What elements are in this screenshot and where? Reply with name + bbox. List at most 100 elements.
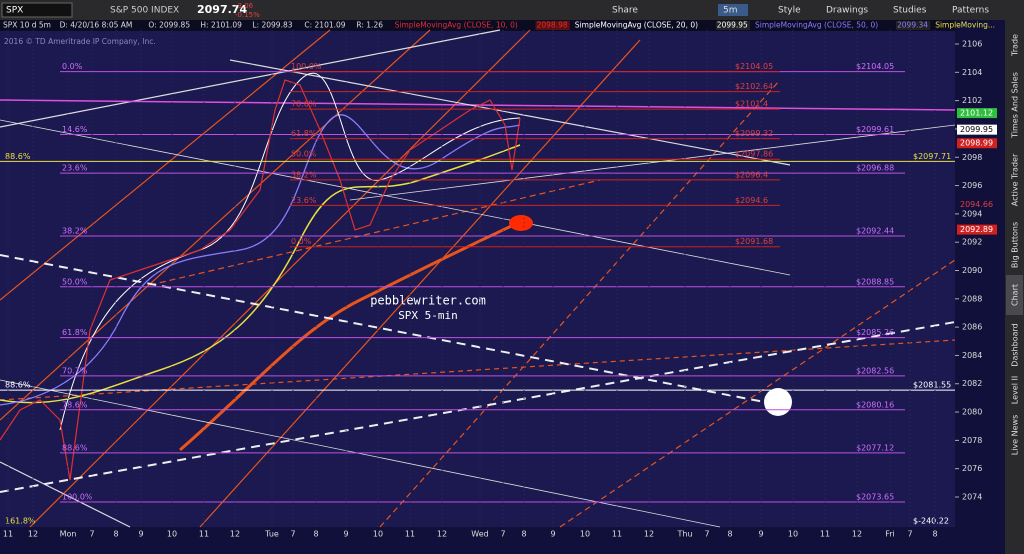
- price-tick-label: 2098: [962, 153, 982, 162]
- fib-price: $2094.6: [735, 196, 768, 205]
- fib-price: $2092.44: [856, 226, 894, 235]
- trendlines: [0, 29, 956, 528]
- time-tick-label: 12: [644, 530, 654, 539]
- side-tab[interactable]: Live News: [1011, 415, 1020, 456]
- toolbar-button[interactable]: Patterns: [952, 6, 989, 16]
- time-tick-label: 8: [521, 530, 526, 539]
- fib-pct: 100.0%: [62, 492, 93, 501]
- watermark: pebblewriter.com: [370, 294, 486, 308]
- fib-price: $2080.16: [856, 400, 894, 409]
- fib-price: $2091.68: [735, 237, 773, 246]
- side-tab[interactable]: Trade: [1011, 34, 1020, 57]
- fib-pct: 50.0%: [291, 150, 317, 159]
- fib-pct: 161.8%: [5, 517, 36, 526]
- price-tag: [957, 124, 997, 135]
- study-value: 2099.34: [897, 21, 928, 30]
- study-name: SimpleMovingAvg (CLOSE, 50, 0): [755, 21, 878, 30]
- fib-pct: 0.0%: [291, 237, 312, 246]
- time-tick-label: 8: [313, 530, 318, 539]
- fib-pct: 78.6%: [291, 100, 317, 109]
- fib-price: $2081.55: [913, 381, 951, 390]
- time-tick-label: 7: [89, 530, 94, 539]
- fib-price: $2101.4: [735, 100, 768, 109]
- fib-price: $2104.05: [856, 62, 894, 71]
- time-tick-label: 12: [230, 530, 240, 539]
- time-tick-label: 12: [852, 530, 862, 539]
- price-tag: [957, 224, 997, 235]
- fib-price: $2097.86: [735, 150, 773, 159]
- time-tick-label: 10: [580, 530, 590, 539]
- last-price: 2097.74: [197, 3, 247, 16]
- toolbar: [0, 0, 1024, 20]
- price-tick-label: 2088: [962, 294, 982, 303]
- fib-price: $2096.4: [735, 170, 768, 179]
- fib-price: $2077.12: [856, 443, 894, 452]
- side-tab[interactable]: Times And Sales: [1011, 72, 1020, 139]
- fib-pct: 70.7%: [62, 366, 88, 375]
- time-tick-label: Thu: [676, 530, 692, 539]
- side-tab[interactable]: Level II: [1011, 376, 1020, 404]
- copyright: 2016 © TD Ameritrade IP Company, Inc.: [4, 37, 156, 46]
- time-tick-label: 9: [550, 530, 555, 539]
- time-tick-label: 9: [138, 530, 143, 539]
- price-tick-label: 2104: [962, 68, 982, 77]
- price-tick-label: 2078: [962, 436, 982, 445]
- time-axis-bg: [0, 527, 955, 554]
- price-tick-label: 2074: [962, 492, 982, 501]
- info-item: H: 2101.09: [200, 21, 242, 30]
- side-tab[interactable]: Dashboard: [1011, 323, 1020, 366]
- study-name: SimpleMovingAvg (CLOSE, 10, 0): [395, 21, 518, 30]
- time-tick-label: 8: [932, 530, 937, 539]
- time-tick-label: 10: [788, 530, 798, 539]
- watermark: SPX 5-min: [398, 309, 458, 322]
- timeframe-box[interactable]: [718, 4, 748, 16]
- symbol-box[interactable]: [1, 2, 73, 18]
- time-tick-label: 11: [820, 530, 830, 539]
- price-tag: [957, 138, 997, 149]
- toolbar-button[interactable]: 5m: [723, 6, 738, 16]
- price-tag-label: 2092.89: [960, 225, 993, 234]
- fib-pct: 88.6%: [5, 152, 31, 161]
- time-tick-label: 9: [343, 530, 348, 539]
- fib-price: $2082.56: [856, 366, 894, 375]
- price-note: 2094.66: [960, 200, 993, 209]
- symbol[interactable]: SPX: [6, 6, 23, 16]
- time-tick-label: 8: [113, 530, 118, 539]
- time-tick-label: 10: [373, 530, 383, 539]
- info-item: D: 4/20/16 8:05 AM: [60, 21, 133, 30]
- fib-pct: 0.0%: [62, 62, 83, 71]
- time-tick-label: 7: [290, 530, 295, 539]
- side-tab-active[interactable]: [1006, 275, 1023, 315]
- price-tag-label: 2099.95: [960, 125, 993, 134]
- price-tick-label: 2094: [962, 209, 982, 218]
- fib-pct: 61.8%: [62, 328, 88, 337]
- price-tag: [957, 108, 997, 119]
- info-item: SPX 10 d 5m: [3, 21, 51, 30]
- time-tick-label: 7: [704, 530, 709, 539]
- side-tab[interactable]: Big Buttons: [1011, 222, 1020, 268]
- time-tick-label: 8: [727, 530, 732, 539]
- toolbar-button[interactable]: Style: [778, 6, 801, 16]
- fib-price: $2073.65: [856, 492, 894, 501]
- side-tab[interactable]: Active Trader: [1011, 153, 1020, 206]
- fib-price: $-240.22: [913, 517, 949, 526]
- fib-price: $2085.26: [856, 328, 894, 337]
- price-tick-label: 2090: [962, 266, 982, 275]
- time-tick-label: Wed: [471, 530, 488, 539]
- toolbar-button[interactable]: Drawings: [826, 6, 868, 16]
- price-tick-label: 2086: [962, 323, 982, 332]
- fib-price: $2104.05: [735, 62, 773, 71]
- study-value: 2099.95: [717, 21, 748, 30]
- time-tick-label: 7: [907, 530, 912, 539]
- price-tick-label: 2080: [962, 408, 982, 417]
- price-tick-label: 2102: [962, 96, 982, 105]
- time-tick-label: 12: [437, 530, 447, 539]
- info-bar: [0, 20, 955, 31]
- side-tab[interactable]: Chart: [1011, 284, 1020, 306]
- toolbar-button[interactable]: Studies: [893, 6, 927, 16]
- change-pct: -0.15%: [235, 11, 260, 19]
- fib-pct: 38.2%: [291, 170, 317, 179]
- fib-price: $2096.88: [856, 164, 894, 173]
- toolbar-button[interactable]: Share: [612, 6, 638, 16]
